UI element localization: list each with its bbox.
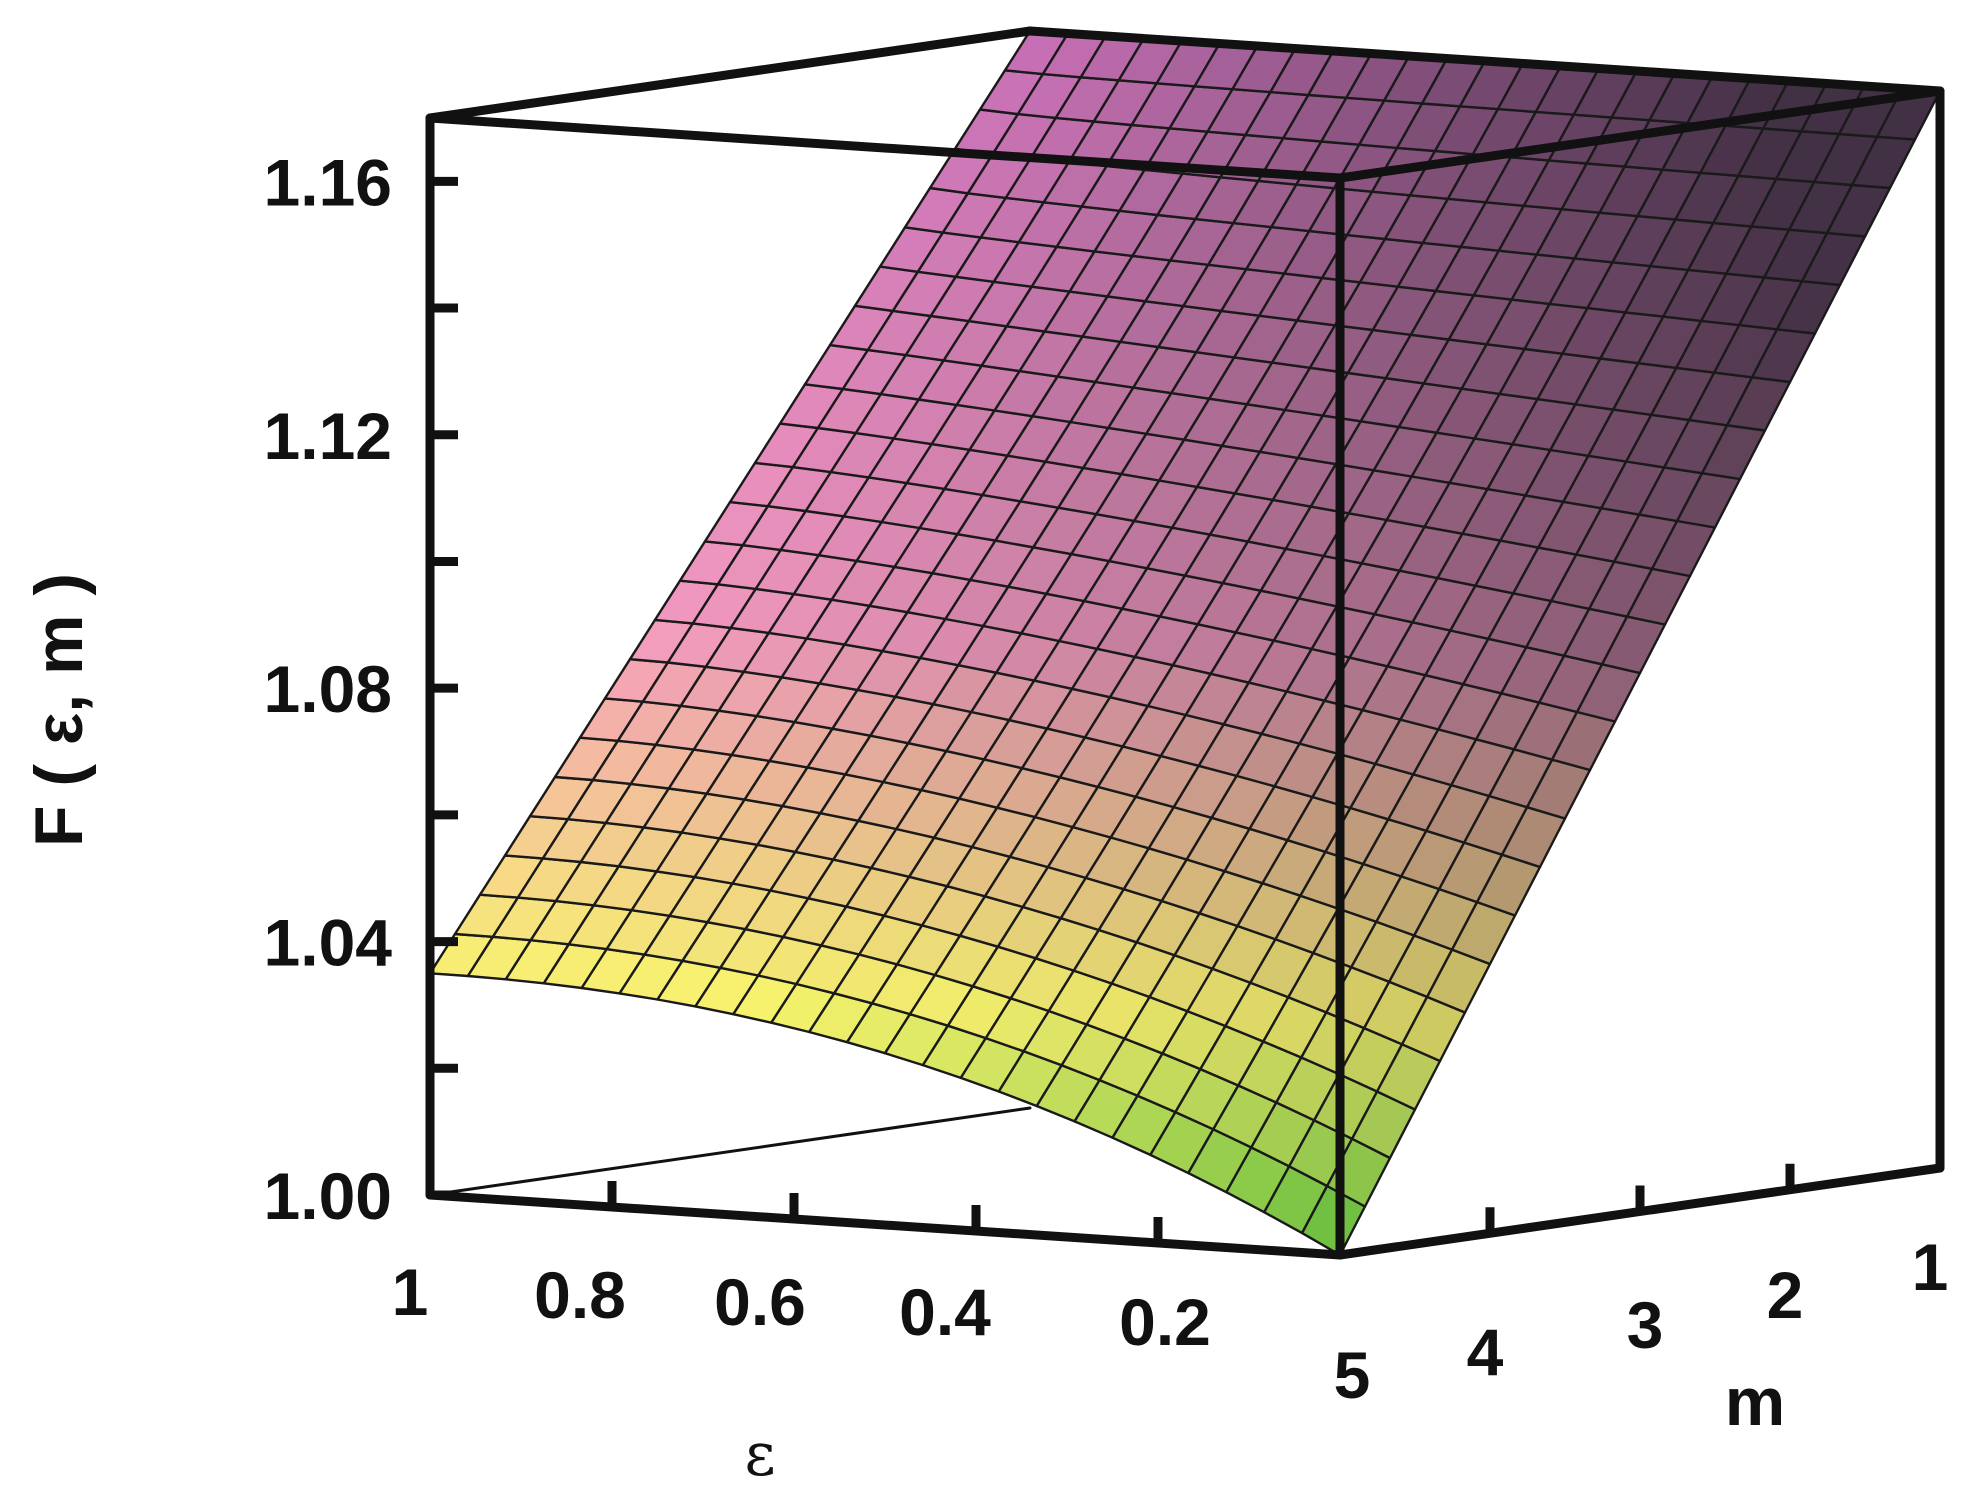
axis-ticks (430, 176, 1795, 1243)
y-tick-label: 5 (1334, 1338, 1371, 1412)
z-tick-label: 1.16 (264, 145, 392, 219)
y-tick-label: 4 (1467, 1315, 1504, 1389)
box-edge-top-front (425, 113, 1345, 183)
box-edge-back-bottom (428, 1106, 1032, 1197)
x-tick-label: 0.2 (1119, 1285, 1211, 1359)
y-tick-label: 3 (1627, 1288, 1664, 1362)
y-tick-label: 2 (1767, 1258, 1804, 1332)
box-edge-top-back (1025, 26, 1945, 96)
box-edge-top-left (425, 26, 1035, 123)
z-tick-label: 1.08 (264, 652, 392, 726)
x-tick-label: 1 (392, 1255, 429, 1329)
y-axis-title: m (1725, 1364, 1785, 1440)
axis-labels: 1.00 1.04 1.08 1.12 1.16 1 0.8 0.6 0.4 0.2 5 4 3 2 1 m ε… (21, 145, 1948, 1490)
z-tick-label: 1.12 (264, 399, 392, 473)
box-front-edges (425, 26, 1945, 1260)
x-tick-label: 0.6 (714, 1265, 806, 1339)
box-edge-bottom-eps (425, 1190, 1345, 1260)
z-tick-label: 1.04 (264, 906, 393, 980)
x-axis-title: ε (744, 1420, 775, 1490)
y-tick-label: 1 (1912, 1230, 1949, 1304)
x-tick-label: 0.8 (534, 1258, 626, 1332)
box-back-edges (428, 1106, 1032, 1197)
z-tick-label: 1.00 (264, 1159, 392, 1233)
z-axis-title: F ( ε, m ) (21, 573, 97, 847)
x-tick-label: 0.4 (899, 1275, 991, 1349)
box-edge-top-right (1335, 86, 1945, 183)
surface-mesh (428, 29, 1942, 1257)
